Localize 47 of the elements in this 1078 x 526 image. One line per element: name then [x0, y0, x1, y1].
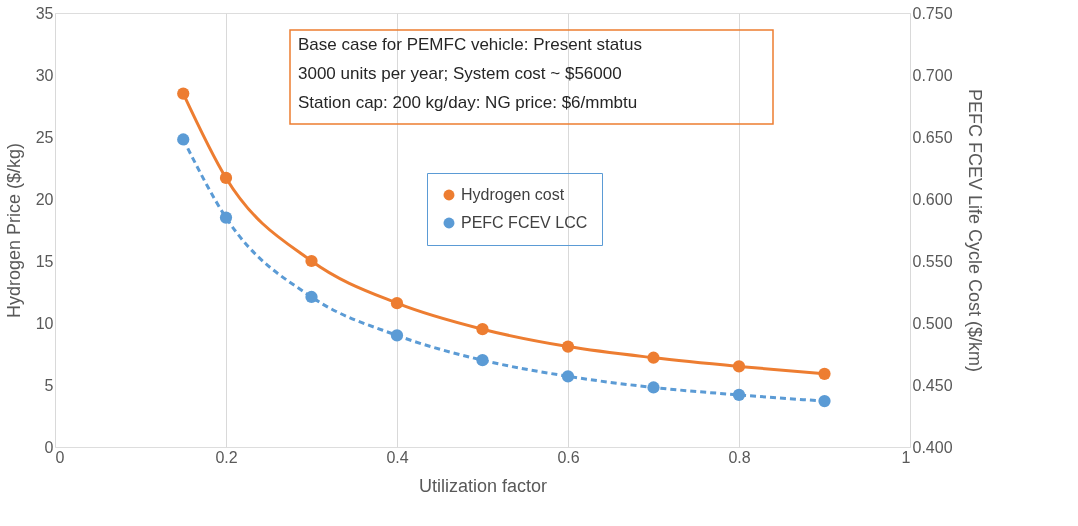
point — [305, 254, 318, 268]
point — [561, 370, 575, 383]
y-axis-title: Hydrogen Price ($/kg) — [3, 142, 24, 319]
annotation: Base case for PEMFC vehicle: Present status — [298, 35, 642, 54]
point — [647, 381, 660, 394]
legend-label: PEFC FCEV LCC — [461, 214, 588, 231]
annotation: 3000 units per year; System cost ~ $56000 — [298, 64, 622, 83]
y-tick-label: 15 — [35, 252, 54, 270]
point — [818, 367, 831, 380]
point — [647, 351, 660, 364]
y-tick-label: 25 — [35, 128, 54, 146]
y2-tick-label: 0.500 — [912, 314, 953, 332]
point — [561, 340, 575, 353]
y2-tick-label: 0.650 — [912, 128, 953, 146]
y2-tick-label: 0.550 — [912, 252, 953, 270]
y-tick-label: 5 — [44, 376, 54, 394]
y2-tick-label: 0.450 — [912, 376, 953, 394]
point — [390, 329, 404, 342]
point — [476, 323, 489, 336]
annotation: Station cap: 200 kg/day: NG price: $6/mmbtu — [298, 93, 638, 112]
y2-axis-title: PEFC FCEV Life Cycle Cost ($/km) — [964, 88, 985, 373]
x-tick-label: 0.4 — [386, 448, 409, 466]
y-tick-label: 30 — [35, 66, 54, 84]
x-tick-label: 0.8 — [728, 448, 751, 466]
y2-tick-label: 0.750 — [912, 4, 953, 22]
y-tick-label: 10 — [35, 314, 54, 332]
point — [732, 360, 746, 373]
x-tick-label: 1 — [901, 448, 911, 466]
point — [177, 133, 190, 146]
x-tick-label: 0 — [55, 448, 65, 466]
point — [177, 87, 190, 100]
y2-tick-label: 0.700 — [912, 66, 953, 84]
point — [219, 171, 233, 185]
x-axis-title: Utilization factor — [418, 475, 548, 496]
legend-label: Hydrogen cost — [461, 186, 565, 203]
y-tick-label: 35 — [35, 4, 54, 22]
y-tick-label: 20 — [35, 190, 54, 208]
x-tick-label: 0.2 — [215, 448, 238, 466]
y2-tick-label: 0.400 — [912, 438, 953, 456]
point — [818, 395, 831, 408]
point — [305, 290, 318, 304]
point — [476, 354, 489, 367]
x-tick-label: 0.6 — [557, 448, 580, 466]
point — [219, 211, 233, 224]
y2-tick-label: 0.600 — [912, 190, 953, 208]
point — [732, 388, 746, 402]
point — [390, 297, 404, 310]
